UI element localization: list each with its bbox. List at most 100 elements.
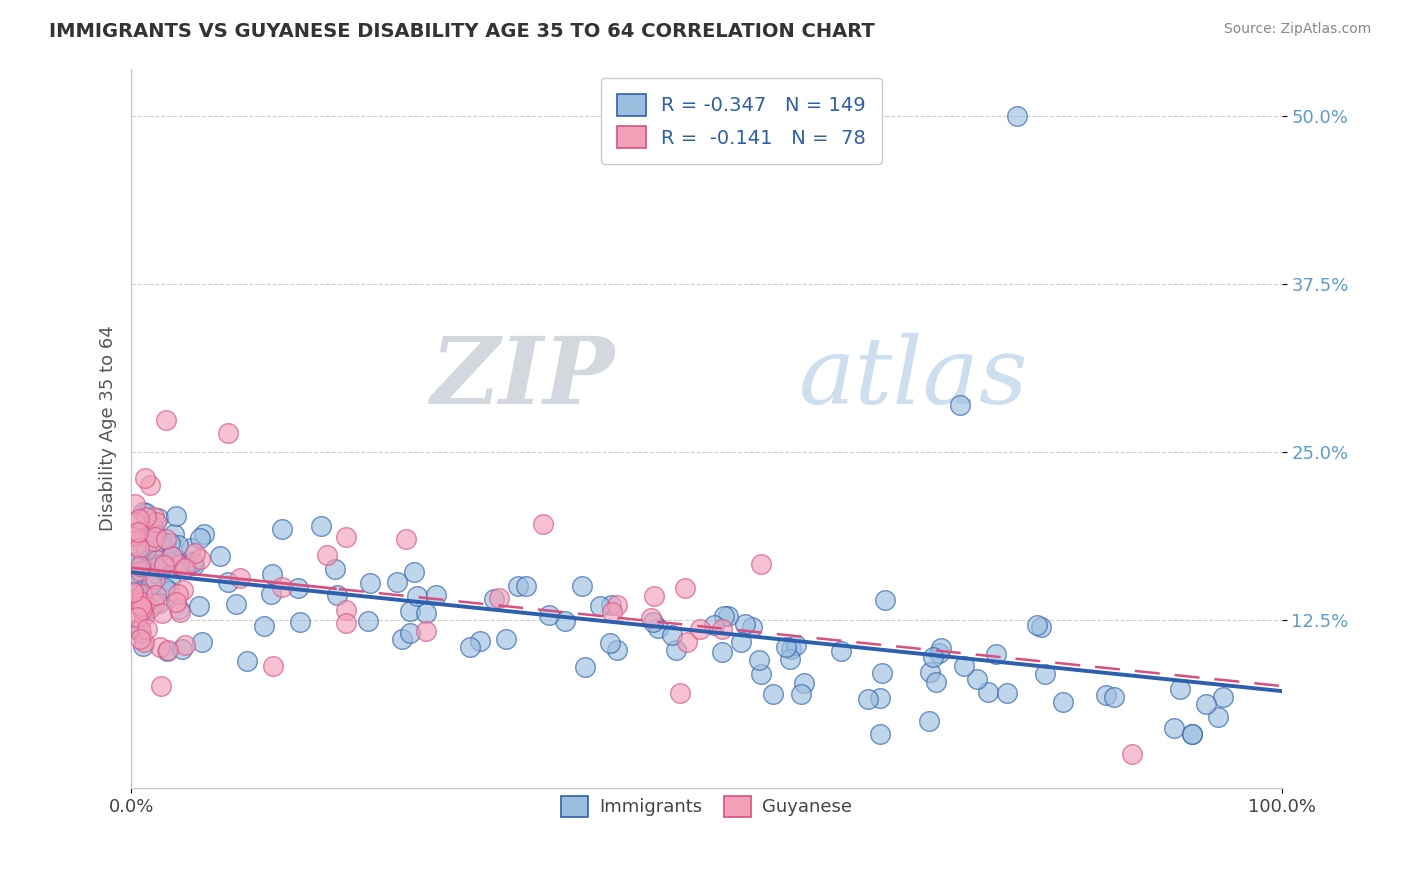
Point <box>391 632 413 647</box>
Point <box>160 549 183 564</box>
Point <box>1094 688 1116 702</box>
Point <box>139 600 162 615</box>
Point <box>152 539 174 553</box>
Point <box>134 471 156 485</box>
Point <box>129 559 152 574</box>
Point <box>399 604 422 618</box>
Point <box>125 538 148 552</box>
Point <box>922 650 945 665</box>
Point <box>125 583 148 598</box>
Point <box>145 515 167 529</box>
Point <box>145 527 167 541</box>
Point <box>127 591 149 605</box>
Point <box>779 652 801 666</box>
Point <box>135 541 157 556</box>
Point <box>606 599 628 613</box>
Point <box>165 594 187 608</box>
Point <box>139 569 162 583</box>
Point <box>1005 109 1028 123</box>
Text: IMMIGRANTS VS GUYANESE DISABILITY AGE 35 TO 64 CORRELATION CHART: IMMIGRANTS VS GUYANESE DISABILITY AGE 35… <box>49 22 875 41</box>
Point <box>150 679 173 693</box>
Point <box>995 686 1018 700</box>
Point <box>128 589 150 603</box>
Point <box>153 558 176 573</box>
Point <box>150 533 173 548</box>
Point <box>1181 727 1204 741</box>
Point <box>163 527 186 541</box>
Point <box>643 589 665 603</box>
Point <box>1052 695 1074 709</box>
Point <box>187 599 209 613</box>
Point <box>415 607 437 621</box>
Point <box>925 674 948 689</box>
Point <box>640 610 662 624</box>
Point <box>676 635 699 649</box>
Point <box>124 516 146 530</box>
Y-axis label: Disability Age 35 to 64: Disability Age 35 to 64 <box>100 326 117 531</box>
Point <box>159 536 181 550</box>
Point <box>143 509 166 524</box>
Point <box>184 545 207 559</box>
Point <box>174 638 197 652</box>
Point <box>875 593 897 607</box>
Point <box>127 586 149 600</box>
Text: Source: ZipAtlas.com: Source: ZipAtlas.com <box>1223 22 1371 37</box>
Point <box>600 605 623 619</box>
Point <box>425 588 447 602</box>
Point <box>571 579 593 593</box>
Point <box>127 577 149 591</box>
Point <box>167 558 190 572</box>
Point <box>917 714 939 728</box>
Point <box>1121 747 1143 762</box>
Point <box>751 667 773 681</box>
Point <box>121 527 143 541</box>
Point <box>142 533 165 548</box>
Point <box>188 551 211 566</box>
Point <box>460 640 482 655</box>
Point <box>131 587 153 601</box>
Point <box>125 547 148 561</box>
Point <box>139 477 162 491</box>
Point <box>129 632 152 647</box>
Point <box>1102 690 1125 704</box>
Legend: Immigrants, Guyanese: Immigrants, Guyanese <box>553 787 860 826</box>
Point <box>1212 690 1234 704</box>
Point <box>395 532 418 546</box>
Point <box>167 602 190 616</box>
Point <box>869 727 891 741</box>
Point <box>599 636 621 650</box>
Point <box>357 614 380 628</box>
Point <box>208 549 231 564</box>
Point <box>730 635 752 649</box>
Point <box>643 615 665 629</box>
Point <box>554 614 576 628</box>
Point <box>172 583 194 598</box>
Point <box>166 538 188 552</box>
Point <box>183 558 205 572</box>
Point <box>748 653 770 667</box>
Point <box>741 620 763 634</box>
Point <box>271 522 294 536</box>
Point <box>128 623 150 637</box>
Point <box>181 555 204 569</box>
Text: atlas: atlas <box>799 333 1028 423</box>
Point <box>166 556 188 570</box>
Point <box>148 596 170 610</box>
Point <box>136 622 159 636</box>
Point <box>253 619 276 633</box>
Point <box>290 615 312 629</box>
Point <box>488 591 510 605</box>
Point <box>762 687 785 701</box>
Point <box>711 645 734 659</box>
Point <box>121 584 143 599</box>
Point <box>984 647 1007 661</box>
Point <box>538 608 561 623</box>
Point <box>159 584 181 599</box>
Point <box>470 634 492 648</box>
Point <box>287 582 309 596</box>
Point <box>152 557 174 571</box>
Point <box>415 624 437 639</box>
Point <box>260 567 283 582</box>
Point <box>606 643 628 657</box>
Point <box>359 576 381 591</box>
